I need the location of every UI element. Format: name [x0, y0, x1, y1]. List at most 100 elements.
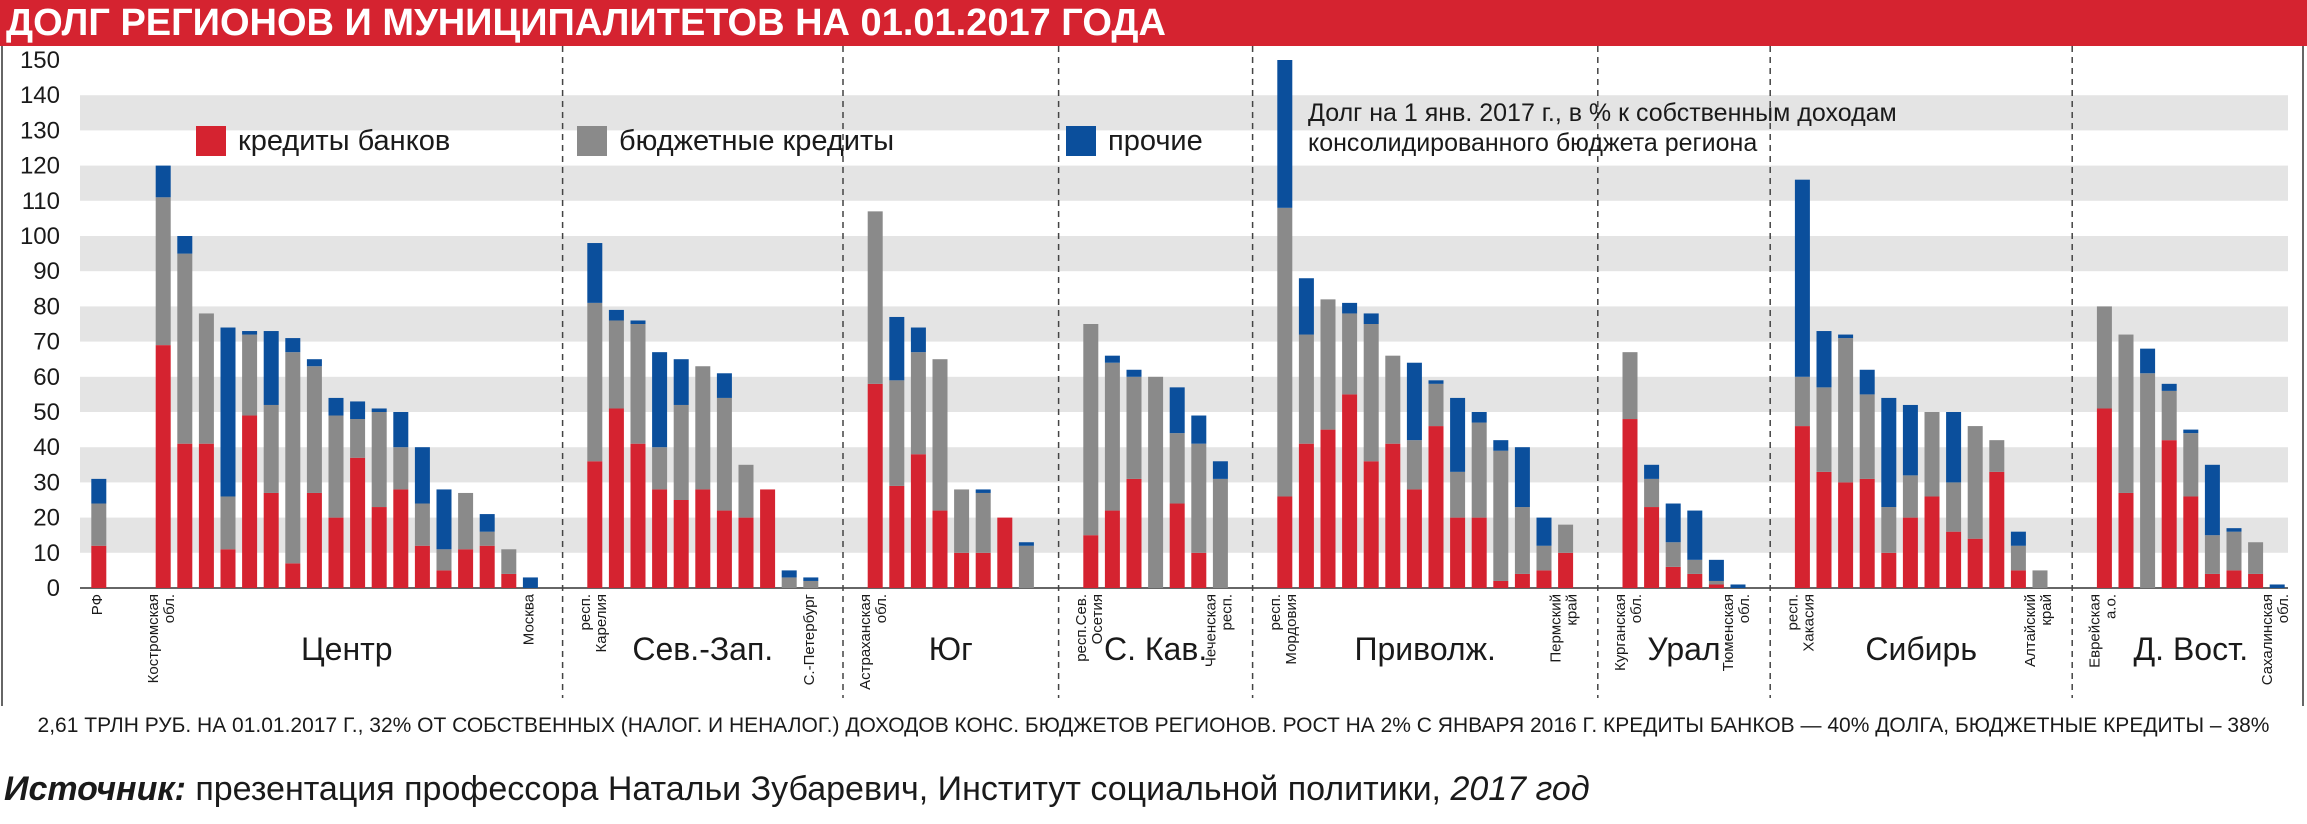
bar-segment-other-debt [1191, 415, 1207, 444]
bar-segment-bank-credit [263, 492, 279, 588]
bar-segment-bank-credit [716, 510, 732, 588]
source-year: 2017 год [1450, 770, 1590, 808]
bar-segment-other-debt [1514, 447, 1530, 508]
bar-segment-bank-credit [738, 517, 754, 588]
bar-segment-other-debt [1212, 461, 1228, 479]
bar-label: Курганскаяобл. [1612, 594, 1645, 671]
y-tick-label: 130 [20, 117, 60, 144]
bar-segment-bank-credit [1471, 517, 1487, 588]
legend-label-other-debt: прочие [1108, 125, 1203, 157]
bar-segment-bank-credit [1622, 419, 1638, 588]
y-tick-label: 10 [33, 540, 60, 567]
bar-segment-other-debt [242, 331, 258, 335]
region-group-label: Приволж. [1355, 631, 1496, 667]
bar-segment-other-debt [781, 570, 797, 578]
bar-segment-budget-credit [673, 404, 689, 500]
bar-segment-budget-credit [1665, 542, 1681, 567]
bar-segment-other-debt [608, 309, 624, 321]
y-tick-label: 140 [20, 82, 60, 109]
bar-segment-bank-credit [306, 492, 322, 588]
bar-segment-other-debt [436, 489, 452, 550]
bar-segment-bank-credit [1794, 426, 1810, 588]
bar-segment-bank-credit [1838, 482, 1854, 588]
bar-segment-other-debt [587, 243, 603, 303]
bar-segment-budget-credit [1644, 478, 1660, 508]
grid-band [80, 165, 2288, 201]
bar-segment-budget-credit [1298, 334, 1314, 444]
bar-label: Сахалинскаяобл. [2259, 594, 2292, 685]
bar-segment-bank-credit [1514, 573, 1530, 588]
region-group-label: С. Кав. [1104, 631, 1207, 667]
bar-segment-other-debt [2226, 528, 2242, 532]
bar-segment-other-debt [1298, 278, 1314, 335]
bar-segment-budget-credit [1471, 422, 1487, 518]
bar-segment-budget-credit [220, 496, 236, 550]
bar-segment-budget-credit [975, 492, 991, 553]
bar-label: Москва [520, 593, 537, 645]
bar-segment-bank-credit [1665, 566, 1681, 588]
bar-segment-bank-credit [1169, 503, 1185, 588]
y-tick-label: 20 [33, 505, 60, 532]
bar-segment-budget-credit [738, 464, 754, 518]
bar-segment-bank-credit [220, 549, 236, 588]
bar-segment-budget-credit [1967, 426, 1983, 539]
bar-segment-other-debt [2010, 531, 2026, 546]
bar-segment-budget-credit [242, 334, 258, 416]
bar-label: Чеченскаяресп. [1202, 594, 1235, 667]
bar-segment-bank-credit [436, 570, 452, 588]
bar-segment-other-debt [1450, 397, 1466, 472]
bar-segment-other-debt [1169, 387, 1185, 434]
bar-segment-bank-credit [198, 443, 214, 588]
y-tick-label: 70 [33, 329, 60, 356]
bar-segment-budget-credit [608, 320, 624, 409]
bar-segment-bank-credit [328, 517, 344, 588]
y-tick-label: 50 [33, 399, 60, 426]
bar-segment-budget-credit [1428, 383, 1444, 427]
bar-segment-budget-credit [1342, 313, 1358, 395]
bar-segment-budget-credit [198, 313, 214, 444]
bar-segment-bank-credit [1493, 580, 1509, 588]
region-group-label: Урал [1647, 631, 1720, 667]
bar-segment-budget-credit [716, 397, 732, 511]
bar-segment-bank-credit [1536, 570, 1552, 588]
bar-segment-budget-credit [2248, 542, 2264, 574]
bar-segment-bank-credit [458, 549, 474, 588]
chart-annotation: Долг на 1 янв. 2017 г., в % к собственны… [1308, 99, 1897, 127]
bar-segment-other-debt [1946, 412, 1962, 483]
bar-segment-other-debt [630, 320, 646, 324]
grid-band [80, 236, 2288, 272]
chart-title: ДОЛГ РЕГИОНОВ И МУНИЦИПАЛИТЕТОВ НА 01.01… [6, 2, 1166, 44]
bar-segment-bank-credit [1406, 489, 1422, 588]
bar-segment-budget-credit [1687, 559, 1703, 574]
bar-segment-budget-credit [177, 253, 193, 444]
bar-segment-bank-credit [608, 408, 624, 588]
bar-segment-bank-credit [242, 415, 258, 588]
bar-segment-budget-credit [371, 412, 387, 508]
bar-segment-budget-credit [587, 302, 603, 462]
bar-segment-other-debt [1406, 362, 1422, 441]
legend-swatch-bank-credit [196, 126, 226, 156]
grid-band [80, 306, 2288, 342]
bar-label: респ.Мордовия [1267, 594, 1300, 665]
bar-segment-budget-credit [414, 503, 430, 546]
bar-segment-budget-credit [1989, 440, 2005, 472]
bar-segment-budget-credit [285, 352, 301, 564]
bar-segment-budget-credit [393, 447, 409, 490]
y-tick-label: 0 [47, 575, 60, 602]
bar-label: Костромскаяобл. [145, 594, 178, 683]
bar-segment-other-debt [1665, 503, 1681, 543]
bar-segment-bank-credit [414, 545, 430, 588]
region-group-label: Юг [929, 631, 973, 667]
bar-segment-bank-credit [673, 500, 689, 588]
bar-segment-bank-credit [1342, 394, 1358, 588]
bar-segment-bank-credit [1816, 471, 1832, 588]
bar-segment-budget-credit [2010, 545, 2026, 571]
bar-segment-other-debt [2161, 383, 2177, 391]
bar-segment-other-debt [1816, 331, 1832, 388]
bar-segment-other-debt [889, 316, 905, 381]
bar-segment-budget-credit [436, 549, 452, 571]
bar-segment-budget-credit [1558, 524, 1574, 553]
y-tick-label: 60 [33, 364, 60, 391]
bar-segment-bank-credit [1126, 478, 1142, 588]
bar-segment-other-debt [1536, 517, 1552, 546]
